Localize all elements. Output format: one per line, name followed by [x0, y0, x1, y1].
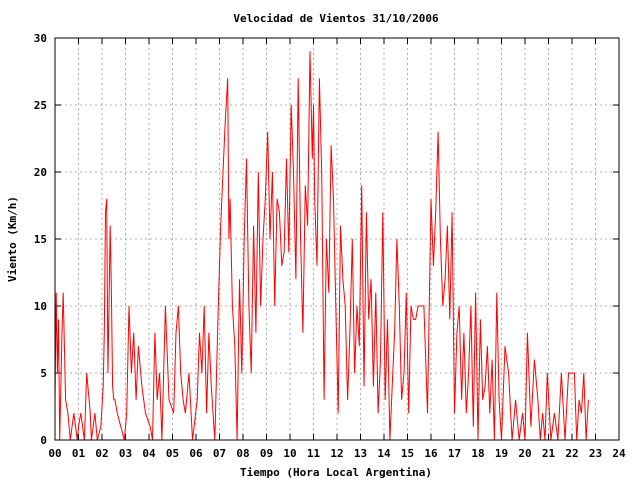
x-tick-label: 17: [448, 447, 461, 460]
x-tick-label: 00: [48, 447, 61, 460]
x-axis-label: Tiempo (Hora Local Argentina): [240, 466, 432, 479]
x-tick-label: 19: [495, 447, 508, 460]
chart-title: Velocidad de Vientos 31/10/2006: [233, 12, 439, 25]
x-axis-ticks: 00 01 02 03 04 05 06 07 08 09 10 11 12 13 14 15 16 17 18 19…: [48, 38, 626, 460]
x-tick-label: 01: [72, 447, 86, 460]
x-tick-label: 12: [330, 447, 343, 460]
x-tick-label: 23: [589, 447, 602, 460]
x-tick-label: 21: [542, 447, 556, 460]
x-tick-label: 10: [283, 447, 296, 460]
y-tick-label: 15: [34, 233, 47, 246]
x-tick-label: 15: [401, 447, 414, 460]
y-axis-label: Viento (Km/h): [6, 196, 19, 282]
x-tick-label: 22: [565, 447, 578, 460]
y-tick-label: 10: [34, 300, 47, 313]
x-tick-label: 14: [377, 447, 391, 460]
x-tick-label: 07: [213, 447, 226, 460]
x-tick-label: 08: [236, 447, 249, 460]
x-tick-label: 18: [471, 447, 484, 460]
x-tick-label: 06: [189, 447, 203, 460]
y-tick-label: 20: [34, 166, 47, 179]
y-tick-label: 0: [40, 434, 47, 447]
x-tick-label: 02: [95, 447, 108, 460]
x-tick-label: 03: [119, 447, 132, 460]
x-tick-label: 24: [612, 447, 626, 460]
y-axis-ticks: 0 5 10 15 20 25 30: [34, 32, 619, 447]
plot-frame: [54, 37, 620, 441]
y-tick-label: 30: [34, 32, 47, 45]
x-tick-label: 16: [424, 447, 438, 460]
y-tick-label: 5: [40, 367, 47, 380]
x-tick-label: 05: [166, 447, 179, 460]
y-tick-label: 25: [34, 99, 47, 112]
x-tick-label: 04: [142, 447, 156, 460]
x-tick-label: 11: [307, 447, 321, 460]
x-tick-label: 09: [260, 447, 273, 460]
x-tick-label: 13: [354, 447, 367, 460]
series-line: [54, 51, 589, 441]
x-tick-label: 20: [518, 447, 531, 460]
series-group: [54, 51, 589, 441]
